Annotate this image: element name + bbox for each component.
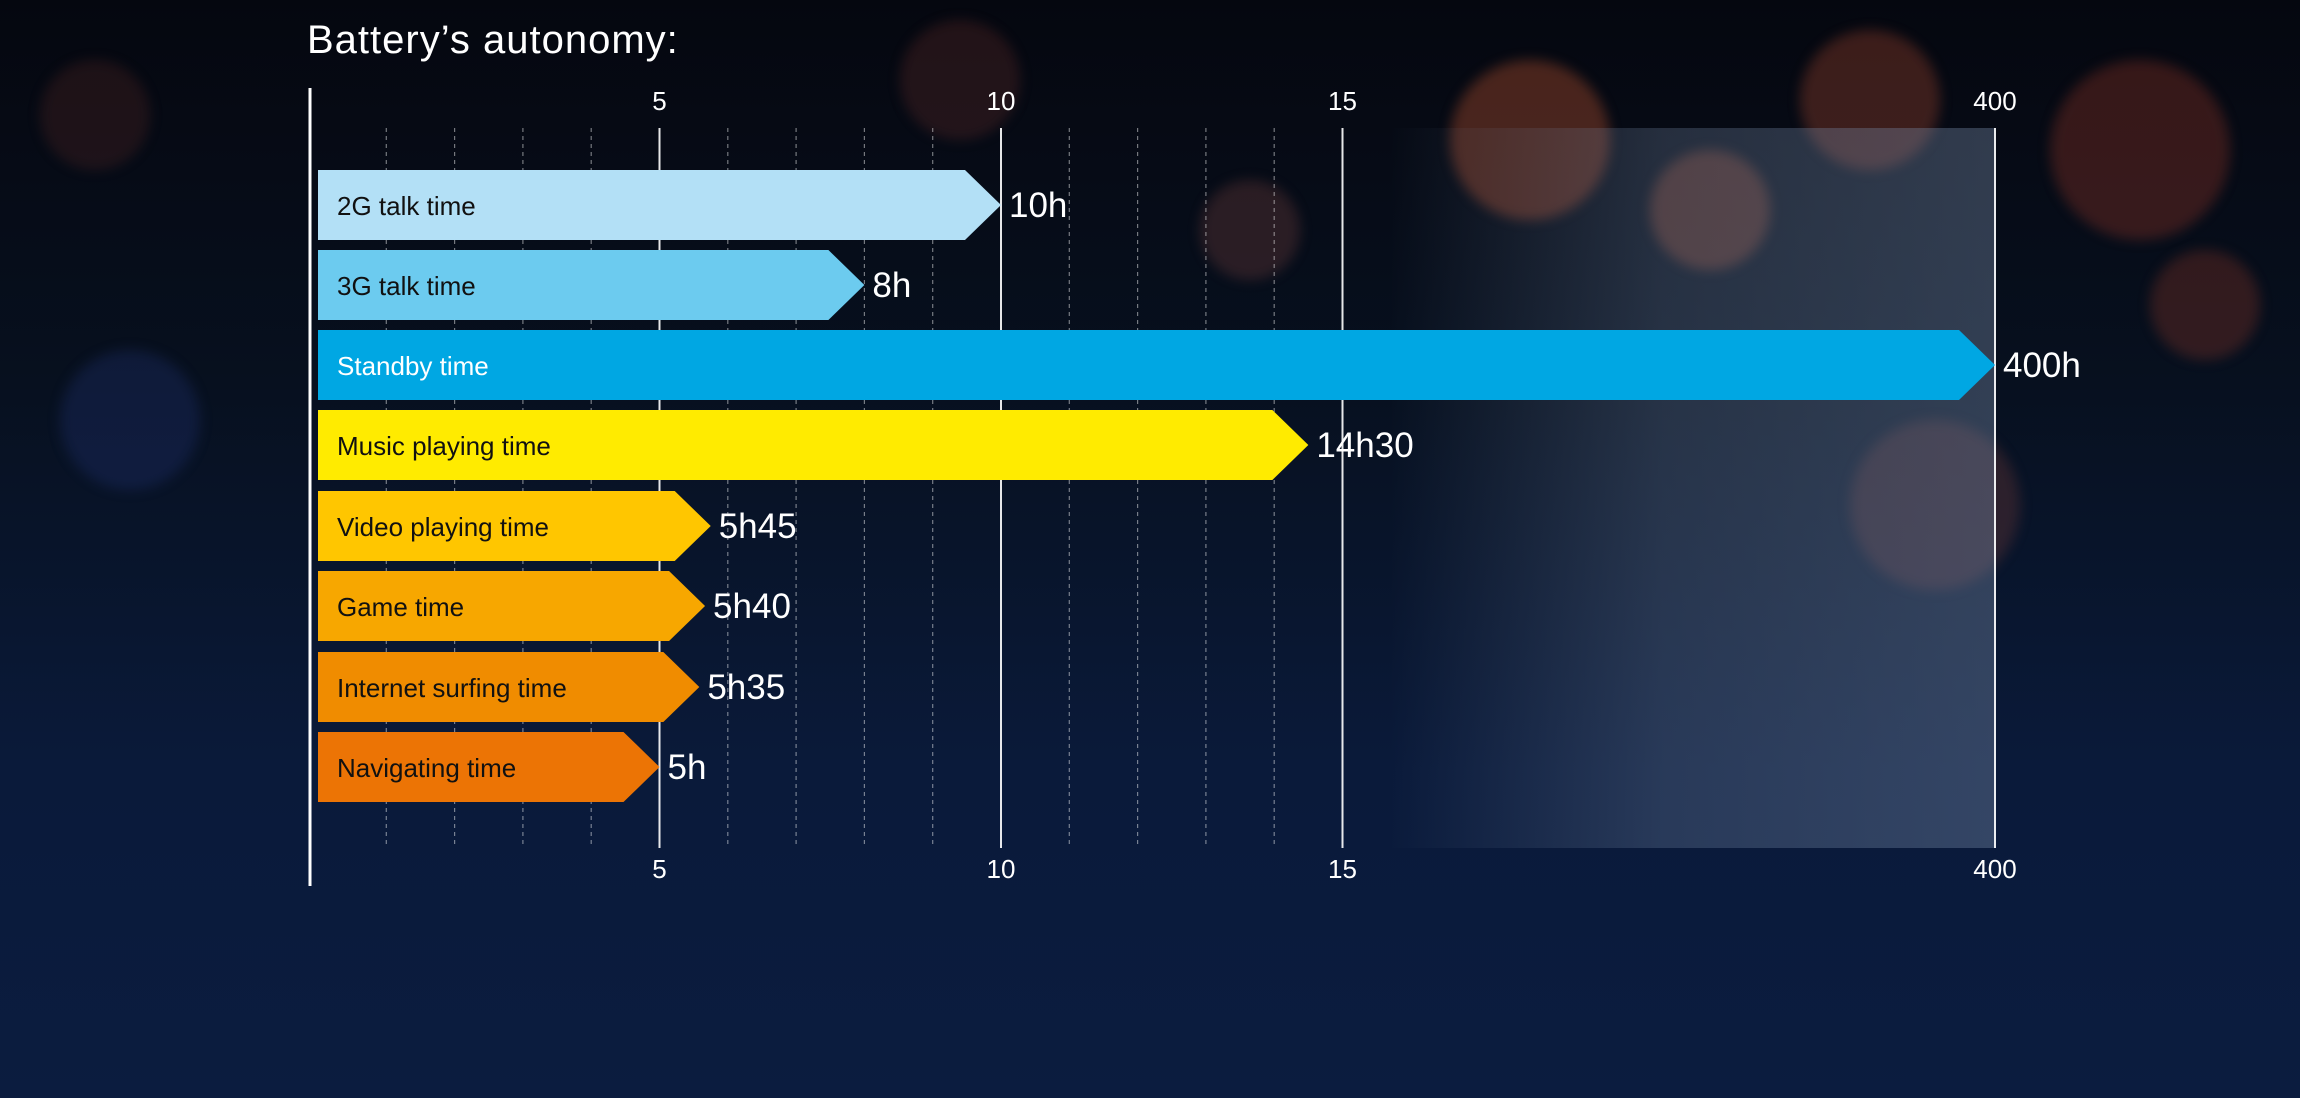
x-tick-label-top: 400	[1973, 86, 2016, 116]
bar-category-label: Game time	[337, 592, 464, 622]
bar-category-label: 2G talk time	[337, 191, 476, 221]
x-tick-label-bottom: 10	[987, 854, 1016, 884]
bar-value-label: 10h	[1009, 186, 1067, 225]
x-tick-label-top: 5	[652, 86, 666, 116]
bar-value-label: 5h35	[707, 668, 785, 707]
bar	[318, 652, 700, 722]
bar-category-label: 3G talk time	[337, 271, 476, 301]
bar-category-label: Internet surfing time	[337, 673, 567, 703]
bar	[318, 410, 1309, 480]
bar	[318, 170, 1001, 240]
bar	[318, 732, 660, 802]
bar-category-label: Navigating time	[337, 753, 516, 783]
chart-title: Battery’s autonomy:	[307, 18, 679, 62]
x-tick-label-bottom: 5	[652, 854, 666, 884]
x-tick-label-top: 15	[1328, 86, 1357, 116]
bar-category-label: Music playing time	[337, 431, 551, 461]
bar	[318, 571, 706, 641]
x-tick-label-top: 10	[987, 86, 1016, 116]
bar-value-label: 14h30	[1316, 426, 1413, 465]
bar-value-label: 5h45	[719, 507, 797, 546]
bar-value-label: 5h40	[713, 587, 791, 626]
bar	[318, 330, 1995, 400]
bar-value-label: 5h	[668, 748, 707, 787]
bar	[318, 250, 865, 320]
x-tick-label-bottom: 400	[1973, 854, 2016, 884]
bar-value-label: 8h	[872, 266, 911, 305]
bar-value-label: 400h	[2003, 346, 2081, 385]
highlight-panel	[1390, 128, 1996, 848]
bar-category-label: Standby time	[337, 351, 489, 381]
bar	[318, 491, 711, 561]
x-tick-label-bottom: 15	[1328, 854, 1357, 884]
bar-category-label: Video playing time	[337, 512, 549, 542]
